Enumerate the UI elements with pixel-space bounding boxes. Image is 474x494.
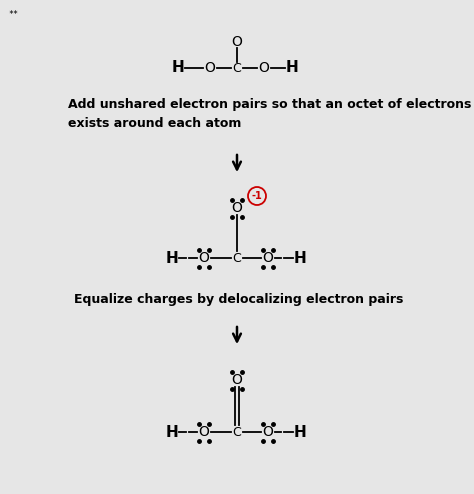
Text: O: O	[258, 61, 269, 75]
Text: O: O	[263, 425, 273, 439]
Text: H: H	[293, 250, 306, 265]
Text: O: O	[232, 201, 242, 215]
Text: -1: -1	[252, 191, 263, 201]
Text: O: O	[263, 251, 273, 265]
Text: O: O	[232, 373, 242, 387]
Text: O: O	[205, 61, 216, 75]
Text: O: O	[199, 425, 210, 439]
Text: H: H	[165, 250, 178, 265]
Text: H: H	[293, 424, 306, 440]
Text: Equalize charges by delocalizing electron pairs: Equalize charges by delocalizing electro…	[74, 293, 403, 306]
Text: H: H	[172, 60, 184, 76]
Text: C: C	[233, 425, 241, 439]
Text: Add unshared electron pairs so that an octet of electrons
exists around each ato: Add unshared electron pairs so that an o…	[68, 98, 471, 130]
Text: C: C	[233, 61, 241, 75]
Text: H: H	[286, 60, 298, 76]
Text: O: O	[199, 251, 210, 265]
Text: C: C	[233, 251, 241, 264]
Text: H: H	[165, 424, 178, 440]
Text: O: O	[232, 35, 242, 49]
Text: **: **	[8, 10, 18, 19]
